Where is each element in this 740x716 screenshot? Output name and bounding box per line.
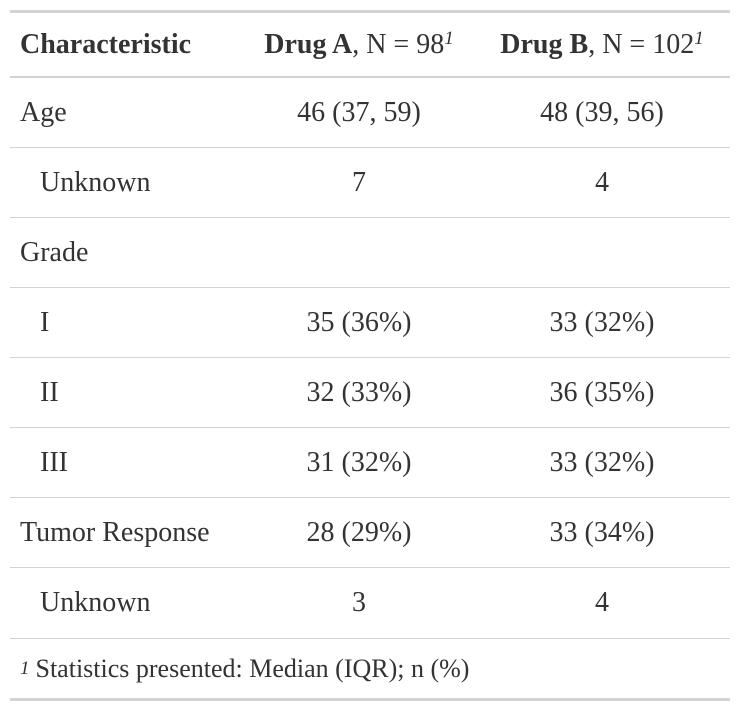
- row-drug-a-value: 31 (32%): [306, 446, 412, 478]
- row-drug-a-value: 32 (33%): [306, 376, 412, 408]
- row-drug-a-value: 46 (37, 59): [297, 96, 421, 128]
- row-drug-b-value: 33 (32%): [549, 446, 655, 478]
- row-drug-b-value: 4: [595, 587, 609, 618]
- table-row-age-unknown: Unknown 7 4: [10, 148, 730, 218]
- header-drug-b-n: , N = 102: [588, 28, 695, 60]
- summary-table: Characteristic Drug A, N = 981 Drug B, N…: [10, 10, 730, 701]
- table-footnote: 1 Statistics presented: Median (IQR); n (…: [10, 638, 730, 701]
- table-row-grade-i: I 35 (36%) 33 (32%): [10, 288, 730, 358]
- table-row-grade-ii: II 32 (33%) 36 (35%): [10, 358, 730, 428]
- table-row-age: Age 46 (37, 59) 48 (39, 56): [10, 78, 730, 148]
- row-label: Tumor Response: [20, 516, 210, 548]
- header-drug-a-n: , N = 98: [352, 28, 445, 60]
- row-drug-b-value: 33 (32%): [549, 306, 655, 338]
- table-row-response-unknown: Unknown 3 4: [10, 568, 730, 638]
- header-drug-b-footnote-mark: 1: [694, 27, 704, 49]
- row-label: Age: [20, 96, 67, 128]
- row-label: Unknown: [40, 166, 151, 198]
- row-label: I: [40, 306, 50, 338]
- row-drug-a-value: 3: [352, 587, 366, 618]
- row-label: Grade: [20, 236, 89, 268]
- header-drug-b-name: Drug B: [500, 28, 589, 60]
- row-drug-b-value: 36 (35%): [549, 376, 655, 408]
- header-drug-a: Drug A, N = 981: [244, 29, 474, 61]
- row-drug-b-value: 4: [595, 166, 609, 198]
- table-header-row: Characteristic Drug A, N = 981 Drug B, N…: [10, 13, 730, 78]
- header-drug-a-name: Drug A: [264, 28, 353, 60]
- row-drug-a-value: 7: [352, 166, 366, 198]
- row-label: Unknown: [40, 587, 151, 618]
- footnote-text: Statistics presented: Median (IQR); n (%…: [35, 653, 470, 683]
- row-label: II: [40, 376, 59, 408]
- row-drug-a-value: 28 (29%): [306, 516, 412, 548]
- row-drug-b-value: 33 (34%): [549, 516, 655, 548]
- row-drug-a-value: 35 (36%): [306, 306, 412, 338]
- table-row-grade-iii: III 31 (32%) 33 (32%): [10, 428, 730, 498]
- header-characteristic: Characteristic: [20, 28, 192, 60]
- row-drug-b-value: 48 (39, 56): [540, 96, 664, 128]
- row-label: III: [40, 446, 68, 478]
- table-row-grade: Grade: [10, 218, 730, 288]
- header-drug-a-footnote-mark: 1: [444, 27, 454, 49]
- header-drug-b: Drug B, N = 1021: [474, 29, 730, 61]
- table-row-tumor-response: Tumor Response 28 (29%) 33 (34%): [10, 498, 730, 568]
